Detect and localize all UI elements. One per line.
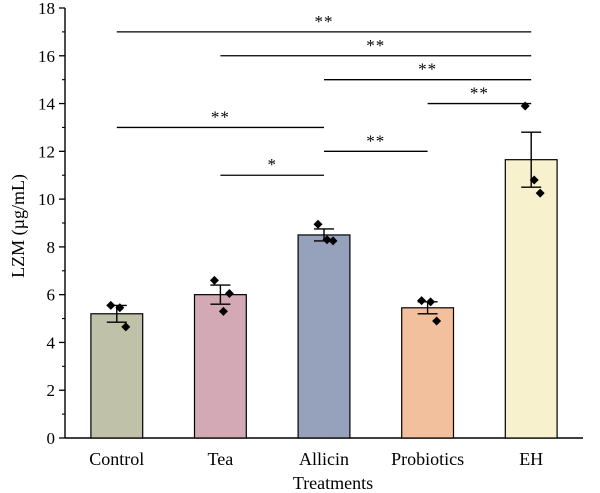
bar-control [90, 313, 144, 439]
x-tick-label-eh: EH [519, 449, 543, 469]
data-point [313, 219, 323, 229]
x-tick-label-tea: Tea [208, 449, 234, 469]
bar-allicin [297, 234, 351, 439]
significance-label: ** [211, 107, 230, 126]
y-tick-label: 10 [38, 190, 55, 209]
bar-probiotics [401, 307, 455, 439]
data-point [121, 322, 131, 332]
data-point [209, 275, 219, 285]
data-point [529, 175, 539, 185]
x-axis-title: Treatments [293, 473, 373, 493]
significance-label: ** [366, 131, 385, 150]
data-point [426, 297, 436, 307]
significance-label: ** [366, 36, 385, 55]
y-axis-title: LZM (µg/mL) [8, 174, 29, 278]
y-tick-label: 2 [47, 381, 56, 400]
x-tick-label-probiotics: Probiotics [391, 449, 464, 469]
data-point [115, 303, 125, 313]
y-tick-label: 16 [38, 47, 55, 66]
data-point [218, 306, 228, 316]
data-point [224, 288, 234, 298]
data-point [417, 296, 427, 306]
data-point [106, 300, 116, 310]
x-tick-label-control: Control [89, 449, 144, 469]
y-tick-label: 12 [38, 142, 55, 161]
significance-label: ** [470, 84, 489, 103]
significance-label: ** [315, 12, 334, 31]
bars [90, 101, 558, 439]
data-point [535, 188, 545, 198]
y-tick-label: 8 [47, 238, 56, 257]
y-tick-label: 6 [47, 286, 56, 305]
significance-label: ** [418, 60, 437, 79]
y-tick-label: 14 [38, 95, 56, 114]
data-point [322, 235, 332, 245]
x-tick-label-allicin: Allicin [299, 449, 349, 469]
significance-brackets: ************* [116, 12, 532, 176]
data-point [432, 316, 442, 326]
y-tick-label: 4 [47, 333, 56, 352]
bar-tea [193, 294, 247, 439]
y-tick-label: 18 [38, 0, 55, 18]
significance-label: * [267, 155, 277, 174]
data-point [520, 101, 530, 111]
bar-eh [504, 159, 558, 439]
data-point [328, 236, 338, 246]
y-tick-label: 0 [47, 429, 56, 448]
